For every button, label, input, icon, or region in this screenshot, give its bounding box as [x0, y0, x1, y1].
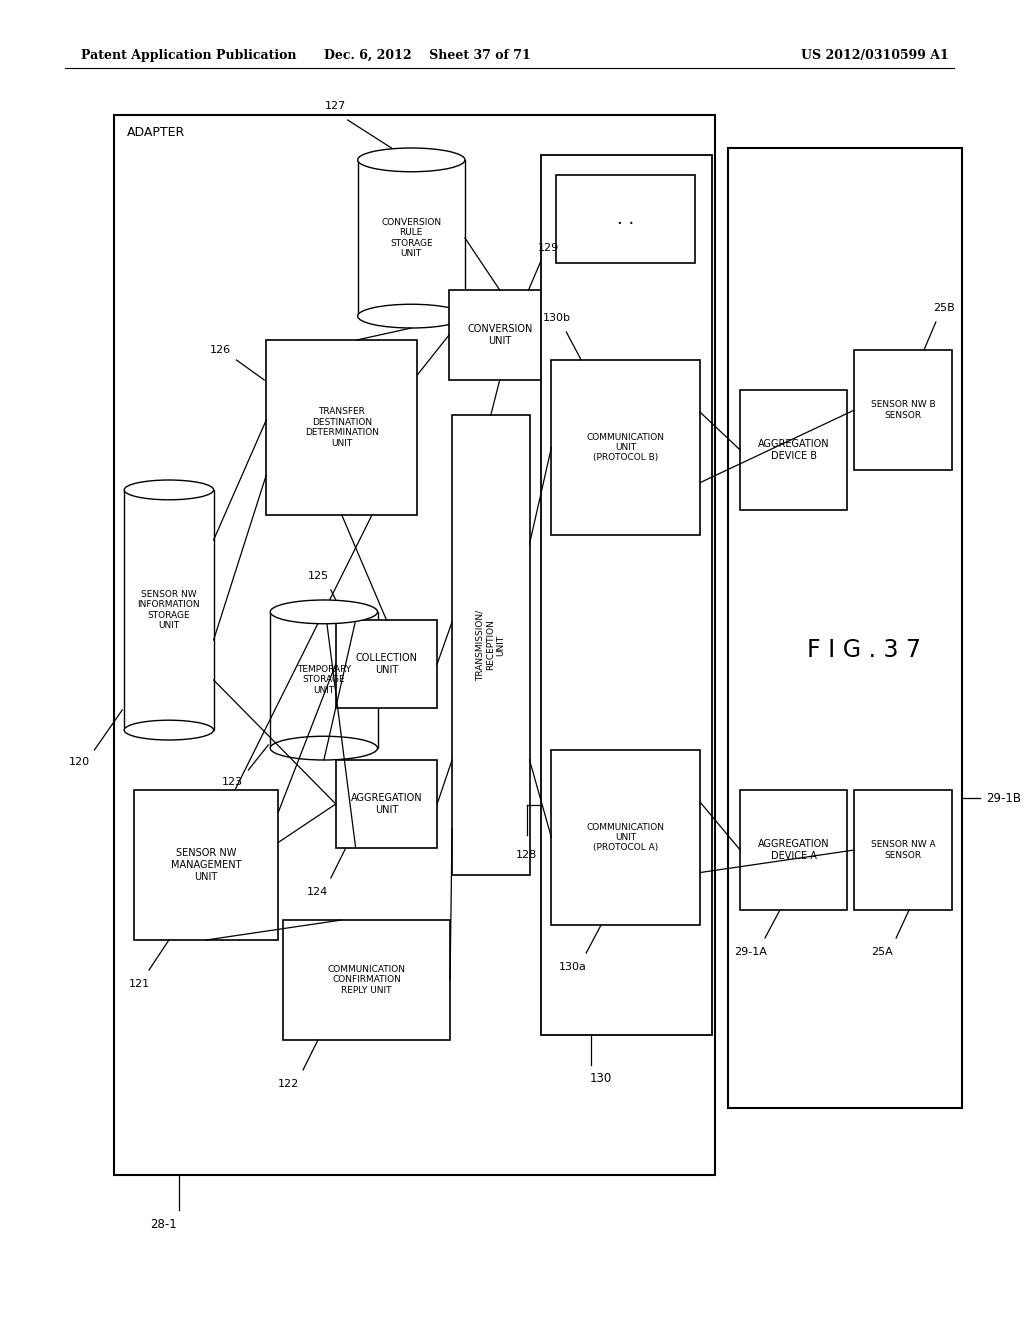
Text: 130: 130: [590, 1072, 612, 1085]
Text: TEMPORARY
STORAGE
UNIT: TEMPORARY STORAGE UNIT: [297, 665, 351, 694]
FancyBboxPatch shape: [740, 789, 848, 909]
Text: 124: 124: [307, 887, 329, 898]
Text: 25A: 25A: [871, 946, 893, 957]
Ellipse shape: [270, 601, 378, 624]
FancyBboxPatch shape: [266, 341, 417, 515]
FancyBboxPatch shape: [728, 148, 962, 1107]
Text: SENSOR NW
INFORMATION
STORAGE
UNIT: SENSOR NW INFORMATION STORAGE UNIT: [137, 590, 201, 630]
FancyBboxPatch shape: [452, 414, 529, 875]
FancyBboxPatch shape: [556, 176, 695, 263]
Text: 123: 123: [222, 777, 243, 787]
Text: 127: 127: [326, 102, 346, 111]
Text: COMMUNICATION
UNIT
(PROTOCOL B): COMMUNICATION UNIT (PROTOCOL B): [587, 433, 665, 462]
FancyBboxPatch shape: [115, 115, 716, 1175]
FancyBboxPatch shape: [124, 490, 214, 730]
Text: 25B: 25B: [933, 304, 954, 313]
FancyBboxPatch shape: [336, 760, 437, 847]
FancyBboxPatch shape: [134, 789, 279, 940]
FancyBboxPatch shape: [357, 160, 465, 315]
Text: . .: . .: [617, 210, 635, 228]
Text: 130b: 130b: [543, 313, 570, 323]
Text: 29-1A: 29-1A: [733, 946, 767, 957]
Ellipse shape: [124, 480, 214, 500]
Text: AGGREGATION
DEVICE B: AGGREGATION DEVICE B: [758, 440, 829, 461]
FancyBboxPatch shape: [450, 290, 551, 380]
FancyBboxPatch shape: [854, 350, 951, 470]
Text: CONVERSION
UNIT: CONVERSION UNIT: [467, 325, 532, 346]
FancyBboxPatch shape: [854, 789, 951, 909]
Text: 126: 126: [210, 345, 231, 355]
Text: COMMUNICATION
UNIT
(PROTOCOL A): COMMUNICATION UNIT (PROTOCOL A): [587, 822, 665, 853]
Text: 125: 125: [307, 572, 329, 581]
Text: TRANSMISSION/
RECEPTION
UNIT: TRANSMISSION/ RECEPTION UNIT: [476, 610, 506, 681]
FancyBboxPatch shape: [551, 750, 700, 925]
Text: F I G . 3 7: F I G . 3 7: [807, 638, 922, 663]
Text: SENSOR NW B
SENSOR: SENSOR NW B SENSOR: [870, 400, 935, 420]
FancyBboxPatch shape: [270, 612, 378, 748]
Text: 128: 128: [516, 850, 538, 861]
FancyBboxPatch shape: [284, 920, 451, 1040]
Text: AGGREGATION
DEVICE A: AGGREGATION DEVICE A: [758, 840, 829, 861]
Ellipse shape: [124, 721, 214, 741]
Text: Dec. 6, 2012    Sheet 37 of 71: Dec. 6, 2012 Sheet 37 of 71: [324, 49, 530, 62]
Text: COLLECTION
UNIT: COLLECTION UNIT: [355, 653, 418, 675]
Text: 28-1: 28-1: [151, 1218, 177, 1232]
Text: ADAPTER: ADAPTER: [127, 127, 185, 140]
Text: Patent Application Publication: Patent Application Publication: [82, 49, 297, 62]
Ellipse shape: [357, 148, 465, 172]
Text: 122: 122: [278, 1078, 299, 1089]
FancyBboxPatch shape: [740, 389, 848, 510]
Text: 121: 121: [129, 979, 150, 989]
Text: AGGREGATION
UNIT: AGGREGATION UNIT: [350, 793, 422, 814]
Ellipse shape: [357, 304, 465, 327]
FancyBboxPatch shape: [336, 620, 437, 708]
Text: TRANSFER
DESTINATION
DETERMINATION
UNIT: TRANSFER DESTINATION DETERMINATION UNIT: [305, 408, 379, 447]
Ellipse shape: [270, 737, 378, 760]
Text: 130a: 130a: [559, 962, 587, 972]
FancyBboxPatch shape: [542, 154, 713, 1035]
FancyBboxPatch shape: [551, 360, 700, 535]
Text: COMMUNICATION
CONFIRMATION
REPLY UNIT: COMMUNICATION CONFIRMATION REPLY UNIT: [328, 965, 406, 995]
Text: SENSOR NW
MANAGEMENT
UNIT: SENSOR NW MANAGEMENT UNIT: [171, 849, 242, 882]
Text: SENSOR NW A
SENSOR: SENSOR NW A SENSOR: [870, 841, 935, 859]
Text: 129: 129: [538, 243, 559, 253]
Text: 29-1B: 29-1B: [986, 792, 1021, 804]
Text: 120: 120: [69, 756, 90, 767]
Text: US 2012/0310599 A1: US 2012/0310599 A1: [801, 49, 949, 62]
Text: CONVERSION
RULE
STORAGE
UNIT: CONVERSION RULE STORAGE UNIT: [381, 218, 441, 259]
